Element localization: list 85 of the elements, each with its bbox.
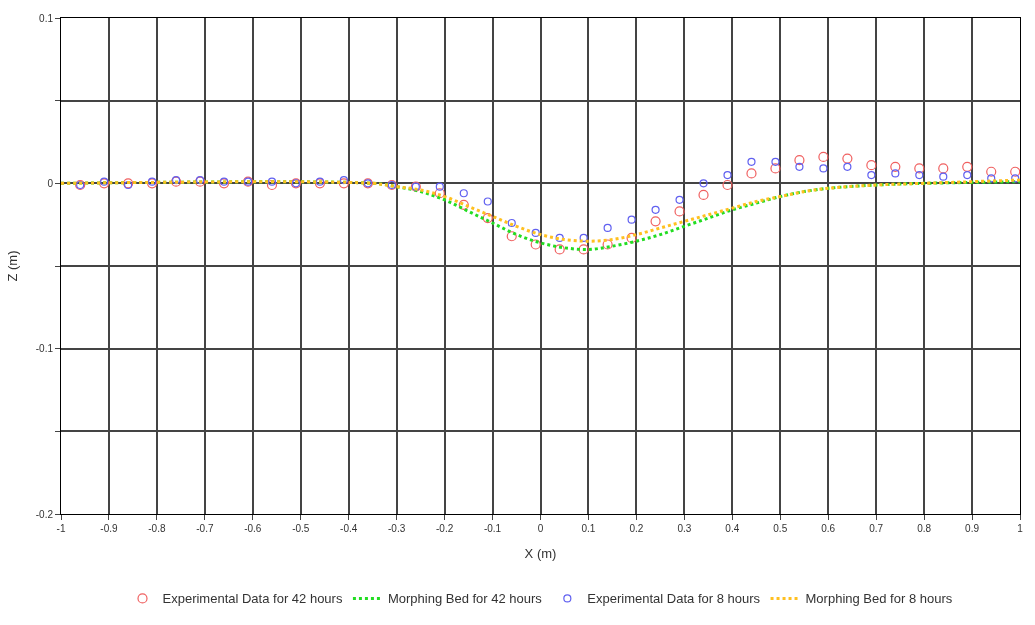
point [915, 170, 924, 180]
x-tick-label: 0.5 [773, 523, 788, 534]
point [602, 239, 613, 250]
point [338, 178, 349, 189]
y-tick-label: -0.1 [35, 343, 54, 355]
x-tick-label: -0.8 [148, 523, 166, 534]
point [554, 244, 565, 255]
point [555, 233, 564, 242]
x-tick-label: -0.2 [435, 523, 454, 534]
x-tick-label: 0.9 [965, 523, 980, 534]
x-tick-label: 0.1 [581, 523, 596, 534]
y-tick-label: 0.1 [39, 12, 54, 24]
x-tick-label: -0.4 [340, 523, 358, 534]
point [819, 164, 828, 173]
point [434, 188, 445, 199]
x-axis-title: X (m) [524, 545, 557, 561]
point [674, 206, 685, 217]
point [698, 189, 709, 201]
point [747, 157, 756, 166]
point [459, 189, 468, 198]
y-tick-label: -0.2 [35, 508, 54, 520]
point [723, 170, 732, 180]
point [1010, 166, 1020, 177]
point [507, 218, 516, 228]
x-tick-label: 0.3 [677, 523, 692, 534]
point [746, 168, 757, 179]
point [266, 179, 278, 191]
point [458, 199, 469, 210]
point [579, 233, 588, 242]
point [339, 175, 348, 185]
point [939, 172, 948, 181]
point [795, 162, 804, 171]
point [914, 163, 925, 174]
point [699, 179, 708, 188]
legend-label: Morphing Bed for 42 hours [387, 591, 543, 607]
x-tick-label: 0.7 [869, 523, 884, 534]
x-tick-label: -0.7 [196, 523, 214, 534]
point [890, 161, 901, 172]
x-tick-label: -0.5 [292, 523, 310, 534]
point [963, 170, 972, 180]
x-tick-label: 0 [537, 523, 544, 534]
point [771, 157, 780, 166]
point [626, 232, 637, 243]
point [483, 197, 492, 206]
x-tick-label: 1 [1017, 523, 1024, 534]
point [722, 179, 733, 191]
point [627, 215, 636, 224]
x-tick-label: -1 [56, 523, 66, 534]
point [770, 163, 781, 174]
point [578, 244, 589, 255]
point [842, 153, 853, 164]
point [867, 170, 876, 180]
point [482, 212, 493, 224]
point [891, 169, 900, 178]
point [530, 239, 541, 250]
point [794, 155, 805, 166]
x-tick-label: 0.2 [629, 523, 644, 534]
point [843, 162, 852, 171]
legend-label: Morphing Bed for 8 hours [805, 591, 953, 607]
point [506, 231, 517, 242]
x-tick-label: -0.6 [244, 523, 262, 534]
point [986, 166, 997, 177]
point [267, 177, 277, 186]
point [938, 163, 949, 174]
x-tick-label: 0.4 [725, 523, 740, 534]
y-axis-title: Z (m) [4, 250, 20, 282]
point [675, 195, 684, 204]
point [1011, 174, 1020, 183]
point [435, 182, 444, 191]
x-tick-label: -0.9 [100, 523, 118, 534]
point [603, 223, 612, 233]
x-tick-label: 0.6 [821, 523, 836, 534]
point [962, 161, 973, 172]
x-tick-label: 0.8 [917, 523, 932, 534]
point [818, 151, 829, 162]
point [987, 174, 996, 183]
legend-label: Experimental Data for 8 hours [587, 591, 761, 607]
x-tick-label: -0.1 [483, 523, 502, 534]
point [651, 205, 660, 214]
legend-label: Experimental Data for 42 hours [162, 591, 343, 607]
point [866, 160, 877, 171]
y-tick-label: 0 [47, 177, 54, 189]
point [650, 216, 661, 227]
point [531, 228, 540, 238]
x-tick-label: -0.3 [388, 523, 406, 534]
